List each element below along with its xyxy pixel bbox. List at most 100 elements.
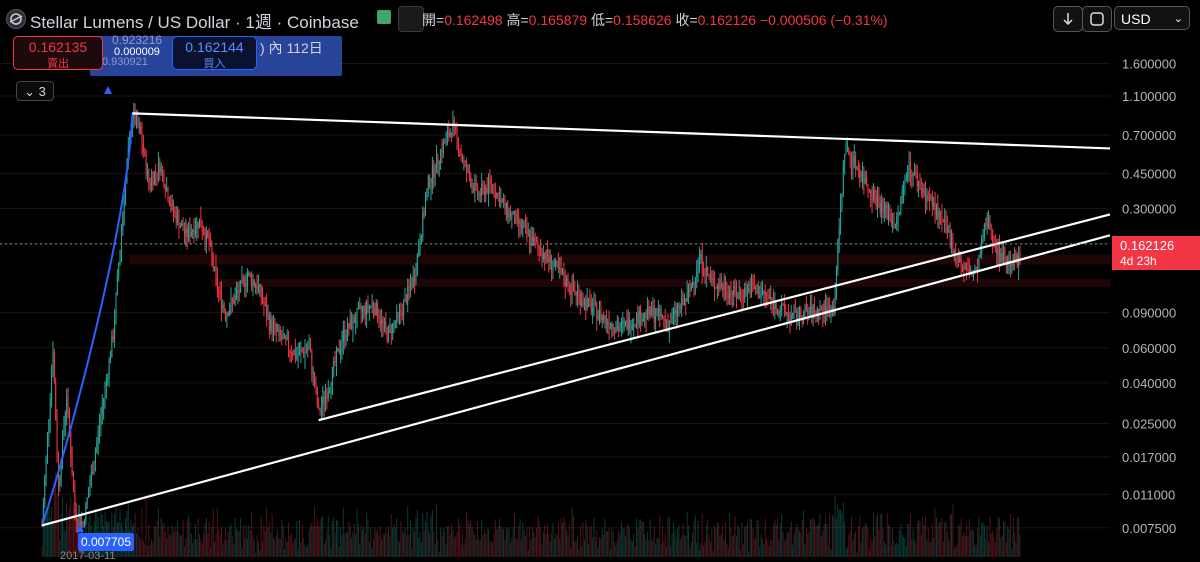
volume-bar — [1019, 534, 1021, 557]
trendlines[interactable] — [41, 112, 1111, 527]
low-date-label: 2017-03-11 — [60, 550, 116, 562]
candle-body — [422, 212, 424, 238]
y-tick-label: 0.011000 — [1122, 488, 1175, 503]
volume-bar — [620, 521, 622, 557]
candle-body — [881, 200, 883, 213]
candle-body — [786, 313, 788, 315]
chart-header: Stellar Lumens / US Dollar · 1週 · Coinba… — [0, 0, 1200, 36]
candle-body — [420, 237, 422, 244]
refresh-icon[interactable] — [1082, 6, 1112, 32]
candle-body — [186, 228, 188, 237]
volume-bar — [134, 513, 136, 557]
volume-bar — [804, 544, 806, 557]
candle-body — [111, 336, 113, 358]
volume-bar — [725, 522, 726, 557]
candle-body — [407, 286, 409, 304]
candle-body — [967, 266, 969, 270]
volume-bar — [697, 521, 699, 557]
volume-bar — [830, 548, 832, 557]
volume-bar — [170, 535, 172, 557]
volume-bar — [764, 518, 766, 557]
candle-body — [242, 277, 244, 279]
volume-bar — [866, 524, 868, 557]
sell-button[interactable]: 0.162135 賣出 — [13, 36, 103, 70]
candle-body — [1005, 260, 1007, 263]
candle-body — [704, 274, 706, 276]
arrow-down-icon[interactable] — [1053, 6, 1083, 32]
volume-bar — [612, 531, 614, 557]
candle-body — [175, 212, 177, 223]
currency-select[interactable]: USD ⌄ — [1114, 6, 1190, 30]
volume-bar — [444, 531, 446, 557]
candle-body — [562, 271, 563, 274]
candle-body — [205, 230, 207, 242]
buy-button[interactable]: 0.162144 買入 — [172, 36, 257, 70]
volume-bar — [251, 511, 253, 557]
candle-body — [108, 359, 110, 378]
volume-bar — [811, 519, 813, 557]
candle-body — [570, 290, 572, 295]
volume-bar — [978, 517, 980, 557]
candle-body — [597, 315, 599, 320]
volume-bar — [248, 525, 250, 557]
volume-bar — [599, 536, 600, 557]
volume-bar — [63, 529, 65, 557]
candle-body — [929, 198, 931, 200]
volume-bar — [905, 546, 907, 557]
volume-bar — [403, 532, 405, 557]
candle-body — [351, 319, 353, 330]
volume-bar — [808, 531, 810, 557]
volume-bar — [770, 540, 772, 557]
candle-body — [798, 307, 800, 319]
volume-bar — [763, 544, 765, 557]
symbol-title[interactable]: Stellar Lumens / US Dollar · 1週 · Coinba… — [30, 13, 359, 32]
candle-body — [455, 123, 457, 129]
candle-body — [415, 273, 417, 282]
candle-body — [241, 277, 243, 281]
candle-body — [479, 192, 481, 196]
volume-bar — [334, 532, 336, 557]
candle-body — [440, 150, 442, 164]
volume-bar — [286, 542, 288, 557]
high-marker-icon — [104, 86, 112, 94]
candle-body — [588, 298, 590, 300]
volume-bar — [278, 538, 280, 557]
volume-bar — [531, 526, 533, 557]
volume-bar — [504, 540, 506, 557]
candle-body — [607, 322, 609, 324]
candle-body — [370, 305, 372, 307]
candle-body — [503, 200, 505, 202]
candle-body — [144, 152, 146, 154]
candle-body — [349, 319, 351, 329]
candle-body — [240, 280, 242, 292]
flag-icon[interactable] — [377, 10, 391, 24]
volume-bar — [492, 542, 494, 557]
more-icon[interactable] — [398, 6, 424, 32]
candle-body — [122, 214, 124, 231]
candle-body — [233, 299, 235, 304]
candle-body — [755, 288, 757, 290]
candle-body — [325, 395, 327, 403]
candle-body — [575, 291, 577, 296]
indicator-collapse-button[interactable]: ⌄ 3 — [16, 81, 54, 101]
volume-bar — [348, 521, 350, 557]
volume-bar — [968, 518, 970, 557]
candle-body — [193, 229, 195, 235]
volume-bar — [903, 537, 905, 557]
volume-bar — [907, 524, 909, 557]
volume-bar — [325, 540, 327, 557]
candle-body — [305, 350, 307, 352]
volume-bar — [45, 513, 47, 557]
volume-bar — [688, 525, 690, 557]
candle-body — [52, 353, 54, 372]
candle-body — [486, 187, 488, 193]
volume-bar — [1000, 537, 1002, 557]
candle-body — [771, 297, 773, 301]
volume-bar — [271, 513, 273, 557]
volume-bar — [490, 541, 492, 557]
volume-bar — [257, 541, 259, 557]
candle-body — [125, 180, 127, 202]
candle-body — [572, 282, 574, 291]
candle-body — [783, 304, 785, 312]
